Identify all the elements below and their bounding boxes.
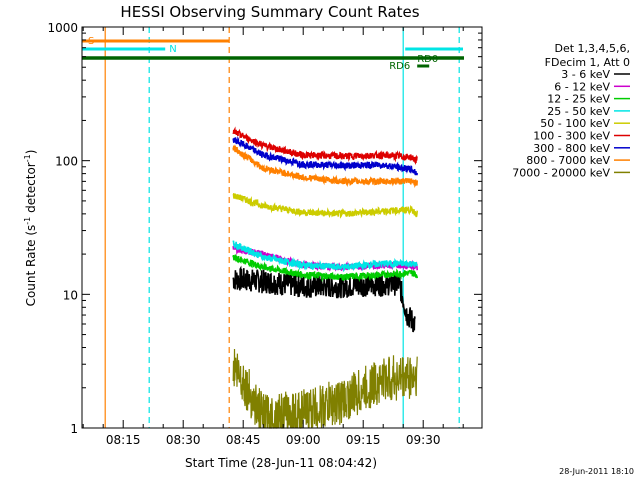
- series-line: [232, 348, 418, 429]
- x-tick-label: 09:15: [346, 433, 381, 447]
- count-rate-series: [232, 126, 418, 429]
- legend-entry-label: 12 - 25 keV: [547, 93, 610, 106]
- legend-entry-label: 6 - 12 keV: [554, 80, 610, 93]
- series-line: [232, 144, 418, 188]
- chart-title: HESSI Observing Summary Count Rates: [120, 3, 419, 21]
- axes: 08:15 08:30 08:45 09:00 09:15 09:30 1 10 100 1000: [47, 21, 483, 447]
- legend: Det 1,3,4,5,6, FDecim 1, Att 0 3 - 6 keV…: [512, 42, 630, 179]
- y-axis-label: Count Rate (s-1 detector-1): [23, 150, 38, 307]
- y-tick-label: 10: [63, 288, 78, 302]
- x-tick-label: 08:45: [226, 433, 261, 447]
- y-tick-label: 100: [55, 155, 78, 169]
- series-line: [232, 254, 418, 283]
- legend-entry-label: 800 - 7000 keV: [526, 154, 610, 167]
- rd6-flag-label: RD6: [389, 61, 410, 72]
- y-tick-label: 1: [70, 422, 78, 436]
- x-tick-label: 08:30: [166, 433, 201, 447]
- series-line: [232, 126, 418, 166]
- legend-entry-label: 7000 - 20000 keV: [512, 166, 610, 179]
- x-tick-label: 08:15: [106, 433, 141, 447]
- legend-entry-label: 300 - 800 keV: [533, 142, 610, 155]
- legend-entry-label: 3 - 6 keV: [561, 68, 610, 81]
- legend-entry-label: 25 - 50 keV: [547, 105, 610, 118]
- status-flags: S N RD0 RD6: [82, 36, 464, 72]
- x-axis-label: Start Time (28-Jun-11 08:04:42): [185, 456, 377, 470]
- legend-entry-label: 50 - 100 keV: [540, 117, 610, 130]
- legend-header-1: Det 1,3,4,5,6,: [554, 42, 630, 55]
- x-tick-label: 09:00: [286, 433, 321, 447]
- series-line: [232, 136, 418, 176]
- series-line: [232, 192, 418, 219]
- series-line: [232, 240, 418, 273]
- legend-entry-label: 100 - 300 keV: [533, 130, 610, 143]
- legend-header-2: FDecim 1, Att 0: [545, 56, 630, 69]
- footer-timestamp: 28-Jun-2011 18:10: [559, 467, 634, 476]
- night-flag-label: N: [169, 44, 176, 55]
- plot-frame: [81, 26, 483, 429]
- y-tick-label: 1000: [47, 21, 78, 35]
- x-tick-label: 09:30: [406, 433, 441, 447]
- rd0-flag-label: RD0: [417, 54, 438, 65]
- saa-flag-label: S: [88, 36, 94, 47]
